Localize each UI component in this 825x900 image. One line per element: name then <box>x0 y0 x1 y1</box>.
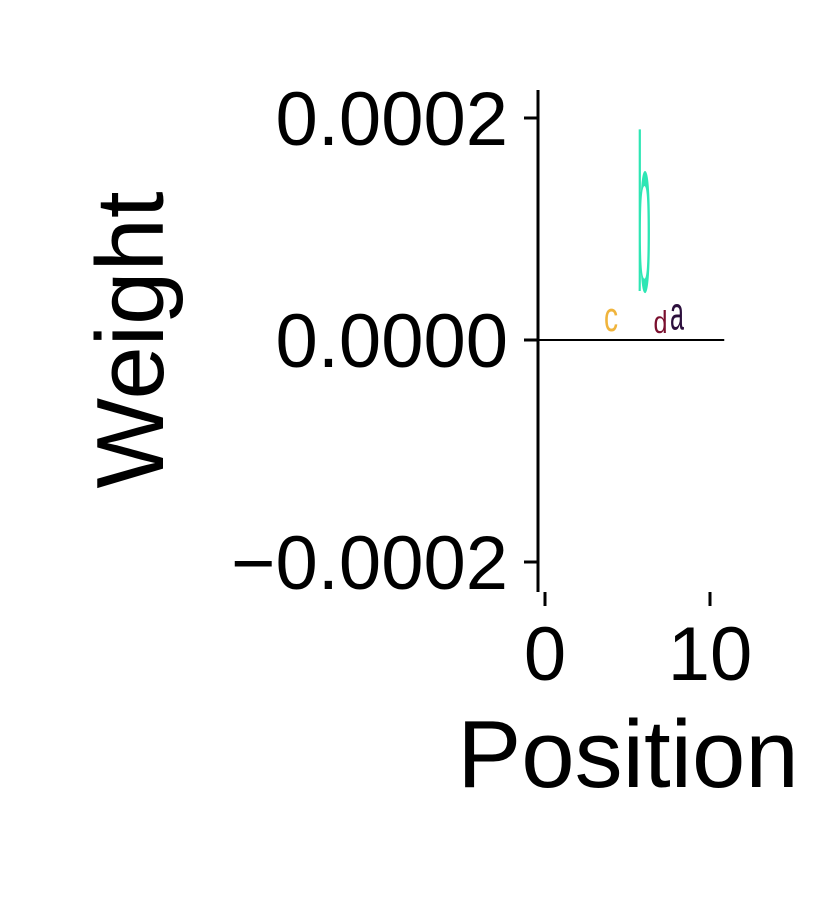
x-tick-label: 0 <box>524 612 566 697</box>
y-tick-label: 0.0000 <box>276 299 508 384</box>
y-axis-label: Weight <box>77 191 184 488</box>
x-axis-ticks: 0 10 <box>524 592 752 697</box>
logo-letter-c: c <box>604 293 618 340</box>
x-axis-label: Position <box>457 701 799 808</box>
y-axis-ticks: 0.0002 0.0000 −0.0002 <box>231 77 538 606</box>
logo-letter-d: d <box>653 305 667 340</box>
logo-letter-b: b <box>637 89 651 339</box>
y-tick-label: 0.0002 <box>276 77 508 162</box>
logo-letter-a: a <box>670 288 684 341</box>
x-tick-label: 10 <box>668 612 753 697</box>
y-tick-label: −0.0002 <box>231 521 508 606</box>
